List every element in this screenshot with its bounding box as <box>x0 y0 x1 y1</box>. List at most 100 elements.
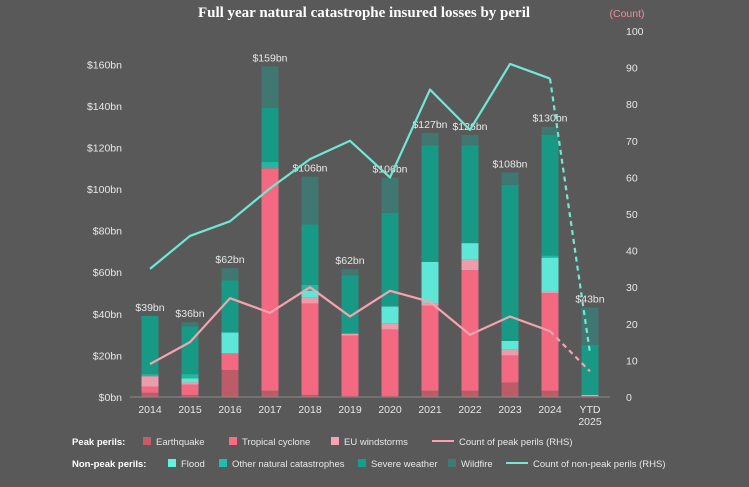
legend-swatch-other-natural-catastrophes <box>219 459 227 467</box>
x-tick-label: 2019 <box>338 404 362 416</box>
bar-wildfire <box>461 134 479 146</box>
legend-swatch-tropical-cyclone <box>229 437 237 445</box>
legend-label-eu-windstorms: EU windstorms <box>344 437 408 448</box>
bar-severe-weather <box>181 326 199 375</box>
y-tick-label: $120bn <box>87 142 122 154</box>
bar-other-natural-catastrophes <box>541 255 559 258</box>
x-tick-label: YTD 2025 <box>578 404 602 428</box>
y2-tick-label: 0 <box>626 392 632 404</box>
bar-other-natural-catastrophes <box>261 162 279 169</box>
y-tick-label: $0bn <box>99 392 123 404</box>
y2-tick-label: 20 <box>626 319 638 331</box>
line-count-of-peak-perils-rhs <box>149 286 551 366</box>
bar-flood <box>421 261 439 304</box>
bar-wildfire <box>581 307 599 346</box>
bar-earthquake <box>541 390 559 397</box>
legend-label-severe-weather: Severe weather <box>371 459 438 470</box>
legend-swatch-flood <box>168 459 176 467</box>
legend-label-earthquake: Earthquake <box>156 437 205 448</box>
x-tick-label: 2024 <box>538 404 562 416</box>
y2-tick-label: 10 <box>626 355 638 367</box>
bar-tropical-cyclone <box>181 384 199 395</box>
y-tick-label: $20bn <box>93 350 122 362</box>
bar-tropical-cyclone <box>501 355 519 383</box>
bar-earthquake <box>261 390 279 397</box>
bar-severe-weather <box>221 280 239 333</box>
bar-total-label: $127bn <box>412 119 447 131</box>
legend-swatch-wildfire <box>448 459 456 467</box>
bar-severe-weather <box>341 275 359 334</box>
bar-severe-weather <box>141 315 159 375</box>
bar-other-natural-catastrophes <box>141 374 159 377</box>
bar-eu-windstorms <box>301 297 319 304</box>
bar-eu-windstorms <box>501 349 519 356</box>
bar-wildfire <box>181 322 199 327</box>
bar-total-label: $39bn <box>135 302 164 314</box>
y2-tick-label: 80 <box>626 99 638 111</box>
x-tick-label: 2020 <box>378 404 402 416</box>
bar-earthquake <box>181 394 199 397</box>
legend-label-flood: Flood <box>181 459 205 470</box>
bar-earthquake <box>141 392 159 397</box>
x-tick-label: 2017 <box>258 404 282 416</box>
bar-wildfire <box>541 126 559 135</box>
bar-earthquake <box>501 382 519 397</box>
y2-tick-label: 100 <box>626 26 644 38</box>
legend-swatch-earthquake <box>143 437 151 445</box>
legend-label-wildfire: Wildfire <box>461 459 493 470</box>
bar-eu-windstorms <box>141 376 159 387</box>
y2-tick-label: 60 <box>626 172 638 184</box>
x-tick-label: 2023 <box>498 404 522 416</box>
y-tick-label: $80bn <box>93 226 122 238</box>
bar-tropical-cyclone <box>141 386 159 393</box>
bar-earthquake <box>221 369 239 397</box>
bar-wildfire <box>421 132 439 146</box>
y2-tick-label: 90 <box>626 63 638 75</box>
x-tick-label: 2015 <box>178 404 202 416</box>
bar-tropical-cyclone <box>461 270 479 391</box>
bar-tropical-cyclone <box>341 335 359 396</box>
bar-earthquake <box>581 395 599 397</box>
bar-severe-weather <box>381 212 399 307</box>
bar-earthquake <box>461 390 479 397</box>
bar-other-natural-catastrophes <box>181 374 199 379</box>
bar-total-label: $130bn <box>532 113 567 125</box>
legend-label-count-of-non-peak-perils-rhs: Count of non-peak perils (RHS) <box>533 459 666 470</box>
bar-flood <box>461 243 479 260</box>
bar-severe-weather <box>541 134 559 256</box>
bar-eu-windstorms <box>541 290 559 294</box>
bar-tropical-cyclone <box>221 353 239 370</box>
bar-flood <box>501 340 519 350</box>
legend-label-count-of-peak-perils-rhs: Count of peak perils (RHS) <box>459 437 573 448</box>
bar-wildfire <box>501 172 519 185</box>
bar-total-label: $108bn <box>492 158 527 170</box>
bar-wildfire <box>261 66 279 108</box>
bar-severe-weather <box>421 145 439 262</box>
legend-swatch-eu-windstorms <box>331 437 339 445</box>
bar-severe-weather <box>501 184 519 341</box>
bar-severe-weather <box>301 224 319 285</box>
bar-eu-windstorms <box>381 323 399 330</box>
bar-severe-weather <box>461 145 479 244</box>
x-tick-label: 2021 <box>418 404 442 416</box>
legend-heading: Non-peak perils: <box>72 459 146 470</box>
bar-eu-windstorms <box>461 259 479 271</box>
x-tick-label: 2018 <box>298 404 322 416</box>
bar-tropical-cyclone <box>541 293 559 391</box>
bar-severe-weather <box>261 107 279 163</box>
x-tick-label: 2016 <box>218 404 242 416</box>
chart-title: Full year natural catastrophe insured lo… <box>198 5 530 21</box>
bar-tropical-cyclone <box>301 303 319 395</box>
y2-tick-label: 70 <box>626 136 638 148</box>
bar-tropical-cyclone <box>261 168 279 391</box>
bar-wildfire <box>301 176 319 225</box>
bar-tropical-cyclone <box>381 329 399 396</box>
y2-tick-label: 30 <box>626 282 638 294</box>
bar-total-label: $43bn <box>575 294 604 306</box>
y2-unit-label: (Count) <box>609 8 644 20</box>
y-tick-label: $140bn <box>87 101 122 113</box>
bar-total-label: $159bn <box>252 52 287 64</box>
y-tick-label: $100bn <box>87 184 122 196</box>
bar-earthquake <box>421 390 439 397</box>
